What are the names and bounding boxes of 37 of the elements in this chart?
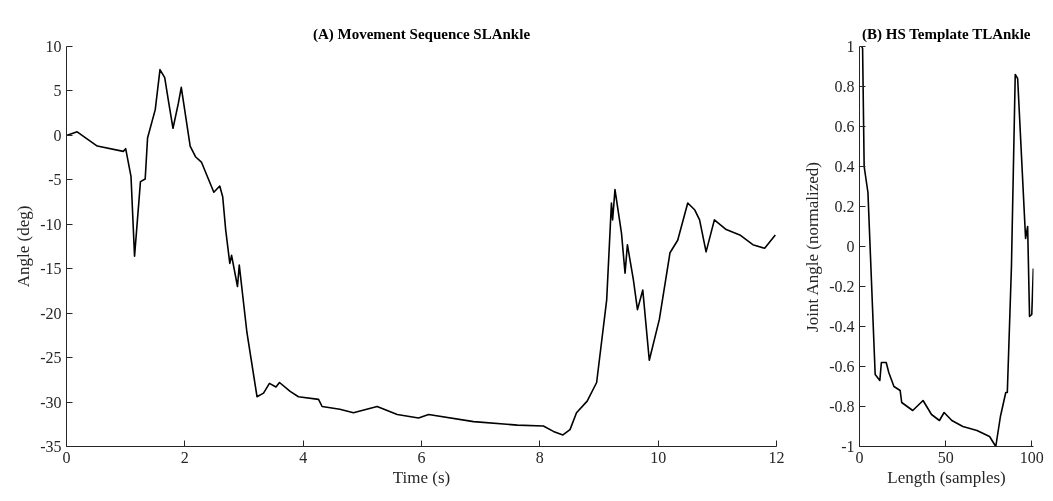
y-tick-label: -0.6 [829,358,855,375]
x-tick-label: 2 [180,448,189,466]
y-tick-label: -0.2 [829,278,855,295]
y-tick-label: -25 [40,349,62,367]
y-tick-label: 5 [53,82,62,100]
x-tick-label: 50 [937,448,954,466]
x-axis-title: Time (s) [392,467,451,487]
x-tick-label: 4 [299,448,308,466]
y-tick-label: 0 [846,238,855,255]
x-axis-title: Length (samples) [887,467,1006,487]
x-tick-label: 6 [417,448,426,466]
y-tick-label: -0.4 [829,318,855,335]
y-tick-label: 0.4 [834,158,855,175]
line-series [66,68,777,436]
y-tick-label: 0.6 [834,118,855,135]
y-tick-label: -0.8 [829,398,855,415]
y-tick-label: 0 [53,126,62,144]
y-tick-label: -10 [40,215,62,233]
y-tick-label: 1 [846,38,855,55]
chart-title: (A) Movement Sequence SLAnkle [312,25,531,43]
chart-title: (B) HS Template TLAnkle [861,25,1031,43]
x-tick-label: 10 [650,448,667,466]
y-tick-label: -1 [841,438,855,455]
y-axis-title: Angle (deg) [14,205,34,288]
y-tick-label: -30 [40,393,62,411]
y-tick-label: -15 [40,260,62,278]
y-tick-label: -35 [40,438,62,455]
y-tick-label: 0.8 [834,78,855,95]
x-tick-label: 8 [535,448,544,466]
y-tick-label: -20 [40,304,62,322]
y-tick-label: 10 [45,38,62,55]
y-tick-label: 0.2 [834,198,855,215]
line-series [860,46,1034,447]
y-tick-label: -5 [48,171,62,189]
y-axis-title: Joint Angle (normalized) [803,161,823,332]
x-tick-label: 12 [768,448,785,466]
x-tick-label: 100 [1019,448,1044,466]
